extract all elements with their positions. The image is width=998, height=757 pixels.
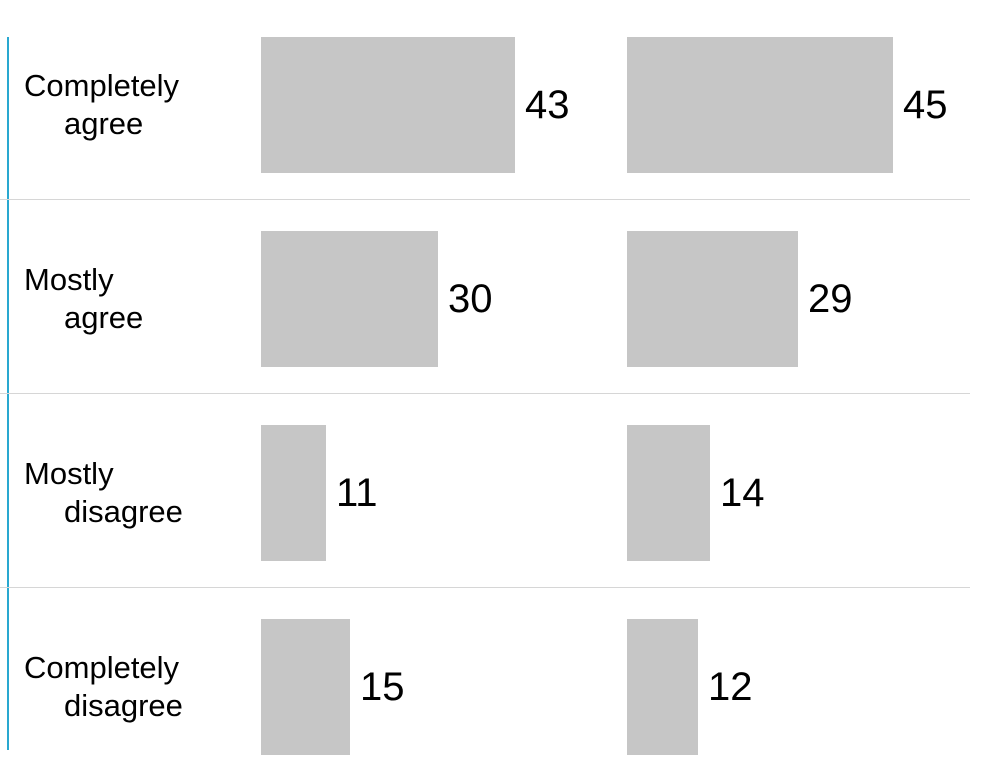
data-label: 15 bbox=[360, 665, 405, 709]
category-label: Mostly disagree bbox=[24, 455, 214, 531]
row-separator bbox=[0, 199, 970, 200]
data-label: 45 bbox=[903, 83, 948, 127]
bar bbox=[627, 37, 893, 173]
category-label-line: Completely bbox=[24, 650, 180, 685]
bar bbox=[261, 619, 350, 755]
data-label: 14 bbox=[720, 471, 765, 515]
bar bbox=[261, 425, 326, 561]
data-label: 11 bbox=[336, 471, 378, 515]
row-separator bbox=[0, 393, 970, 394]
bar bbox=[261, 37, 515, 173]
bar bbox=[627, 619, 698, 755]
category-label-line: disagree bbox=[64, 688, 183, 723]
category-label-line: agree bbox=[64, 106, 144, 141]
category-label-line: Mostly bbox=[24, 456, 114, 491]
data-label: 30 bbox=[448, 277, 493, 321]
category-label: Mostly agree bbox=[24, 261, 214, 337]
category-label-line: Mostly bbox=[24, 262, 114, 297]
bar bbox=[261, 231, 438, 367]
bar bbox=[627, 425, 710, 561]
category-label-line: agree bbox=[64, 300, 144, 335]
category-label: Completely agree bbox=[24, 67, 214, 143]
data-label: 29 bbox=[808, 277, 853, 321]
row-separator bbox=[0, 587, 970, 588]
category-label: Completely disagree bbox=[24, 649, 214, 725]
category-label-line: Completely bbox=[24, 68, 180, 103]
data-label: 43 bbox=[525, 83, 570, 127]
data-label: 12 bbox=[708, 665, 753, 709]
bar bbox=[627, 231, 798, 367]
category-label-line: disagree bbox=[64, 494, 183, 529]
